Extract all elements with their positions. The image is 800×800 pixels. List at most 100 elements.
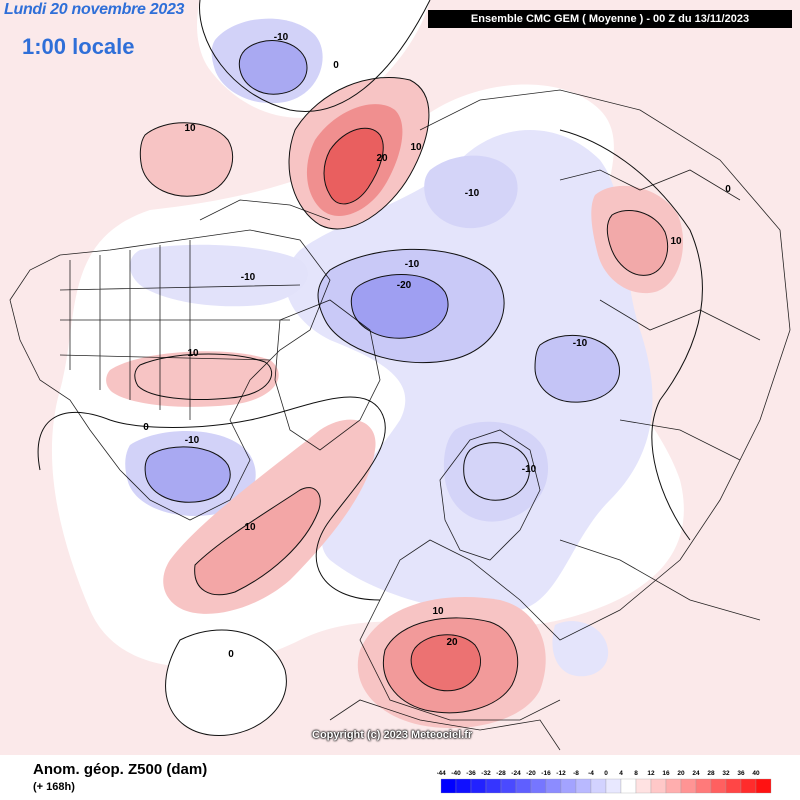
contour-zero-pacific	[165, 629, 287, 737]
scandinavia-outline	[439, 429, 541, 561]
blue-region-scandinavia	[443, 421, 549, 522]
label-atlantic-high: 10	[244, 522, 256, 533]
blue-region-mexico-core	[145, 446, 231, 503]
contour-europe-core	[410, 634, 481, 692]
label-pacific-zero: 0	[228, 649, 234, 660]
scale-tick-label: -8	[573, 770, 579, 777]
greenland-outline	[274, 299, 381, 451]
scale-tick-label: -12	[556, 770, 566, 777]
neutral-region-3	[165, 630, 287, 736]
scale-tick-label: 8	[634, 770, 638, 777]
scale-swatch	[620, 778, 637, 794]
scale-swatch	[530, 778, 547, 794]
forecast-local-time: 1:00 locale	[22, 34, 135, 59]
label-us-zero: 0	[143, 422, 149, 433]
scale-tick-label: 12	[647, 770, 655, 777]
scale-swatch	[470, 778, 487, 794]
red-region-pacific	[140, 122, 233, 197]
eurasia-outline	[359, 89, 791, 721]
scale-swatch	[755, 778, 772, 794]
scale-swatch	[740, 778, 757, 794]
scale-tick-label: 24	[692, 770, 700, 777]
color-scale-legend: -44 -40 -36 -32 -28 -24 -20 -16 -12 -8 -4 0 4 8 12 16 20…	[437, 770, 772, 794]
contour-europe-high	[383, 617, 519, 714]
blue-region-eastsib	[424, 155, 518, 229]
scale-tick-label: -4	[588, 770, 594, 777]
label-canada-low: -10	[241, 272, 256, 283]
red-region-eastasia-core	[607, 210, 668, 276]
scale-swatch	[560, 778, 577, 794]
scale-swatch	[590, 778, 607, 794]
scale-tick-label: 4	[619, 770, 623, 777]
scale-tick-label: -20	[526, 770, 536, 777]
scale-tick-label: -44	[437, 770, 446, 777]
label-siberia-high-edge: 10	[410, 142, 422, 153]
scale-tick-label: 36	[737, 770, 745, 777]
contour-eastasia-high	[606, 210, 669, 276]
red-region-europe-core	[411, 634, 481, 691]
scale-swatch	[575, 778, 592, 794]
contour-zero-east	[559, 129, 703, 541]
scale-swatch	[635, 778, 652, 794]
contour-lines	[37, 0, 703, 737]
scale-swatch	[605, 778, 622, 794]
scale-tick-label: 16	[662, 770, 670, 777]
scale-tick-label: 0	[604, 770, 608, 777]
copyright-notice: Copyright (c) 2023 Meteociel.fr	[312, 729, 473, 741]
blue-region-kara	[535, 335, 620, 403]
scale-swatch	[485, 778, 502, 794]
label-east-siberia-low: -10	[465, 188, 480, 199]
contour-zero-main	[37, 396, 386, 601]
blue-region-arctic	[285, 130, 653, 613]
contour-mexico-low	[144, 446, 231, 503]
contour-atlantic-high	[194, 487, 321, 596]
scale-swatch	[455, 778, 472, 794]
scale-swatch	[500, 778, 517, 794]
contour-alaska-low	[238, 40, 308, 95]
scale-swatch	[725, 778, 742, 794]
scale-tick-label: -16	[541, 770, 551, 777]
contour-labels: -10 0 10 20 10 -10 10 0 -10 -10 -20 10 0…	[143, 32, 731, 660]
contour-siberia-core	[323, 127, 384, 205]
label-siberia-high-core: 20	[376, 153, 388, 164]
scale-tick-label: -32	[481, 770, 491, 777]
label-western-us-high: 10	[187, 348, 199, 359]
contour-kara-low	[534, 334, 620, 403]
variable-label: Anom. géop. Z500 (dam)	[33, 761, 208, 778]
label-kara-low: -10	[573, 338, 588, 349]
coastlines	[9, 89, 791, 751]
scale-swatch	[515, 778, 532, 794]
scale-tick-label: 20	[677, 770, 685, 777]
asia-detail	[559, 169, 761, 621]
label-east-asia-zero: 0	[725, 184, 731, 195]
scale-swatches	[440, 778, 772, 794]
label-europe-high-core: 20	[446, 637, 458, 648]
label-alaska-low: -10	[274, 32, 289, 43]
label-bering-zero: 0	[333, 60, 339, 71]
blue-region-canada	[129, 244, 308, 307]
contour-arctic-low	[317, 248, 505, 364]
scale-tick-label: 40	[752, 770, 760, 777]
model-run-banner: Ensemble CMC GEM ( Moyenne ) - 00 Z du 1…	[428, 10, 792, 28]
scale-swatch	[545, 778, 562, 794]
label-scandinavia-low: -10	[522, 464, 537, 475]
contour-siberia-high	[288, 76, 430, 230]
label-europe-high-edge: 10	[432, 606, 444, 617]
scale-tick-label: -40	[451, 770, 461, 777]
scale-swatch	[695, 778, 712, 794]
scale-swatch	[710, 778, 727, 794]
africa-outline	[329, 699, 561, 751]
blue-region-mediterranean-east	[552, 621, 609, 677]
red-region-atlantic-core	[194, 487, 321, 595]
scale-swatch	[680, 778, 697, 794]
scale-swatch	[440, 778, 457, 794]
scale-swatch	[650, 778, 667, 794]
scale-tick-label: -24	[511, 770, 521, 777]
blue-region-arctic-core	[351, 274, 449, 339]
scale-swatch	[665, 778, 682, 794]
label-east-asia-high: 10	[670, 236, 682, 247]
blue-region-alaska-core	[239, 40, 307, 95]
scale-tick-label: -36	[466, 770, 476, 777]
contour-pacific-high	[139, 122, 234, 197]
scale-tick-label: 28	[707, 770, 715, 777]
